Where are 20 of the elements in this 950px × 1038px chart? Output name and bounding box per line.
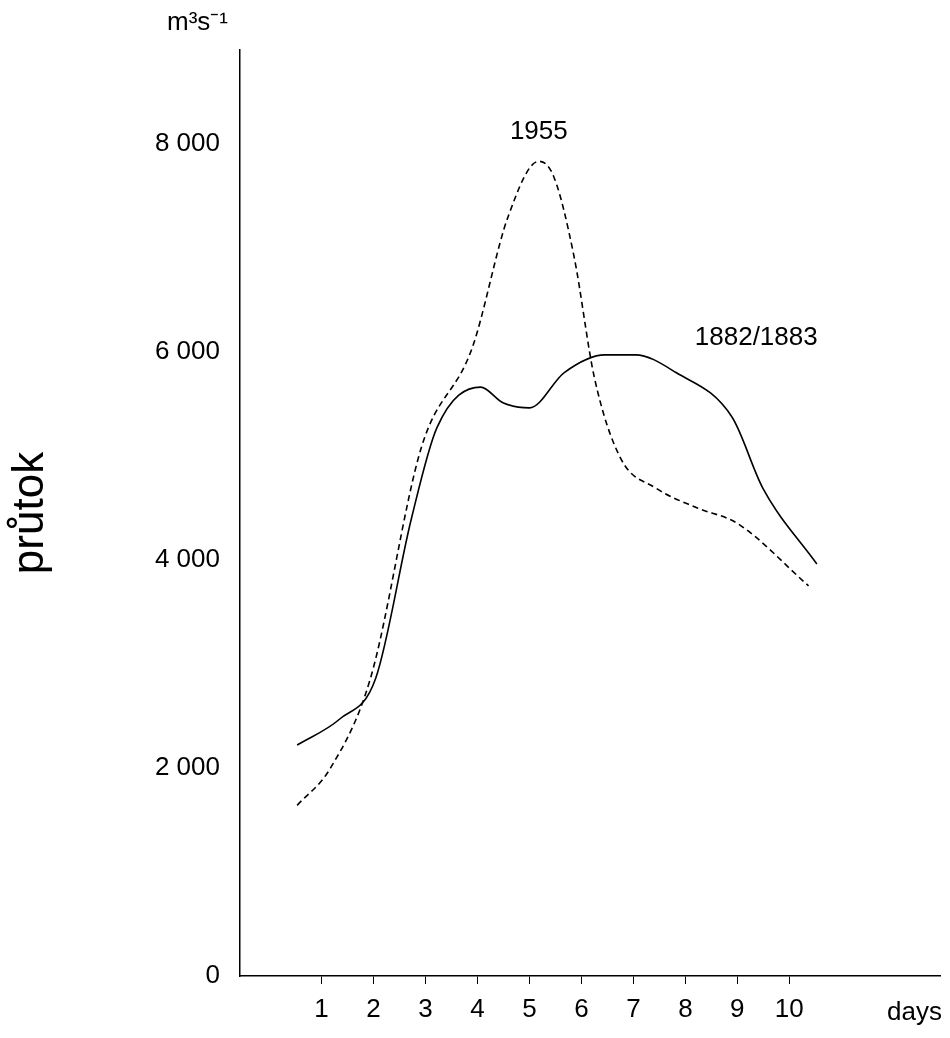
x-tick-label: 7 xyxy=(626,992,641,1023)
x-tick-label: 6 xyxy=(574,992,589,1023)
y-tick-label: 0 xyxy=(205,959,220,990)
x-tick-label: 5 xyxy=(522,992,537,1023)
x-axis-title: days xyxy=(887,996,942,1027)
x-tick-label: 10 xyxy=(774,992,804,1023)
x-tick-label: 8 xyxy=(678,992,693,1023)
y-tick-label: 8 000 xyxy=(154,126,220,157)
series-label: 1955 xyxy=(509,115,568,146)
x-tick-label: 9 xyxy=(730,992,745,1023)
x-tick-label: 3 xyxy=(418,992,433,1023)
y-tick-label: 4 000 xyxy=(154,542,220,573)
y-tick-label: 6 000 xyxy=(154,334,220,365)
x-tick-label: 1 xyxy=(314,992,329,1023)
y-tick-label: 2 000 xyxy=(154,751,220,782)
text: m³s⁻¹ xyxy=(167,6,229,37)
x-tick-label: 2 xyxy=(366,992,381,1023)
series-label: 1882/1883 xyxy=(694,321,818,352)
y-axis-title: průtok xyxy=(2,450,52,575)
x-tick-label: 4 xyxy=(470,992,485,1023)
